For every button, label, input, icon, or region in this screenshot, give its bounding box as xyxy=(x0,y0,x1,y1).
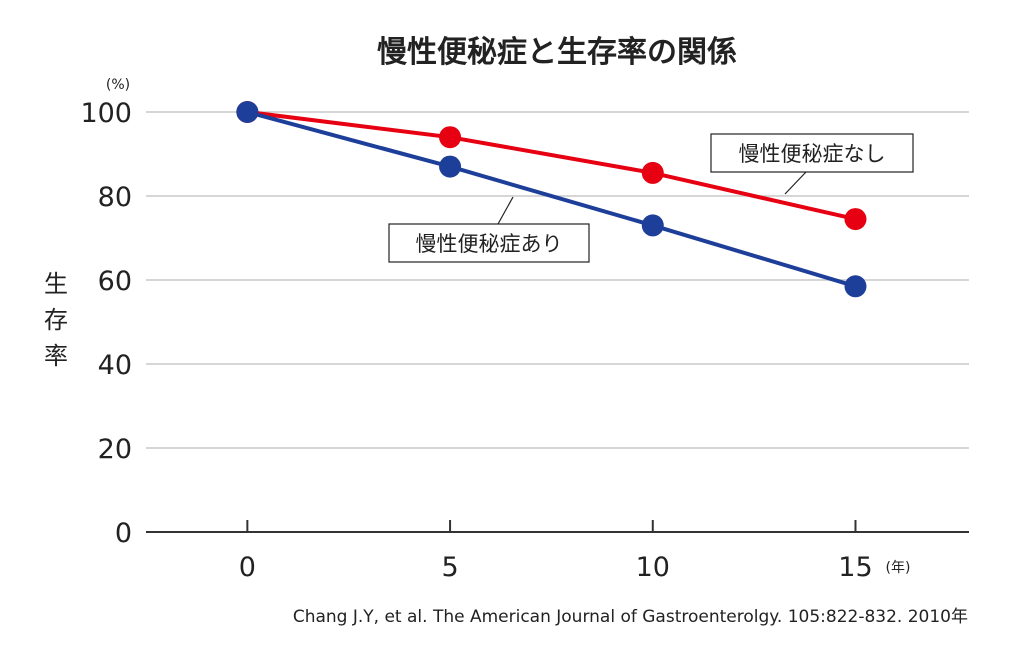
y-tick-label-20: 20 xyxy=(98,434,132,465)
series-line-1 xyxy=(246,110,857,289)
y-tick-label-80: 80 xyxy=(98,182,132,213)
y-axis-label: 生存率 xyxy=(44,270,68,370)
y-tick-label-0: 0 xyxy=(115,518,132,549)
x-axis-unit: (年) xyxy=(886,560,911,576)
y-axis-unit: (%) xyxy=(106,77,130,93)
y-axis-label-char: 率 xyxy=(44,342,68,370)
data-point-0-5 xyxy=(439,126,462,149)
chart-title: 慢性便秘症と生存率の関係 xyxy=(377,35,737,70)
data-point-0-10 xyxy=(641,161,664,184)
legend-label-no-constipation: 慢性便秘症なし xyxy=(739,142,886,166)
data-point-1-10 xyxy=(641,214,664,237)
x-tick-labels: 0 5 10 15 xyxy=(239,552,873,583)
callout-pointer xyxy=(497,196,514,225)
callout-box xyxy=(388,223,590,263)
x-tick-label-10: 10 xyxy=(636,552,670,583)
series-callouts: 慢性便秘症なし 慢性便秘症あり xyxy=(388,133,914,263)
callout-no-constipation: 慢性便秘症なし xyxy=(710,133,914,195)
data-point-0-15 xyxy=(844,208,867,231)
y-tick-label-40: 40 xyxy=(98,350,132,381)
x-tick-label-0: 0 xyxy=(239,552,256,583)
x-tick-label-5: 5 xyxy=(441,552,458,583)
y-axis-label-char: 生 xyxy=(44,270,68,298)
y-tick-label-60: 60 xyxy=(98,266,132,297)
source-citation: Chang J.Y, et al. The American Journal o… xyxy=(293,607,968,627)
callout-box xyxy=(710,133,914,173)
y-axis-label-char: 存 xyxy=(44,306,68,334)
series-layer xyxy=(236,101,867,298)
data-point-1-15 xyxy=(844,275,867,298)
y-tick-label-100: 100 xyxy=(80,98,132,129)
legend-label-with-constipation: 慢性便秘症あり xyxy=(416,232,563,256)
data-point-1-0 xyxy=(236,101,259,123)
y-tick-labels: 0 20 40 60 80 100 xyxy=(80,98,132,549)
x-tick-label-15: 15 xyxy=(838,552,872,583)
series-line-0 xyxy=(247,110,856,222)
grid-lines xyxy=(146,111,969,449)
data-point-1-5 xyxy=(439,155,462,178)
x-axis xyxy=(146,520,969,533)
callout-with-constipation: 慢性便秘症あり xyxy=(388,196,590,263)
callout-pointer xyxy=(784,171,807,195)
